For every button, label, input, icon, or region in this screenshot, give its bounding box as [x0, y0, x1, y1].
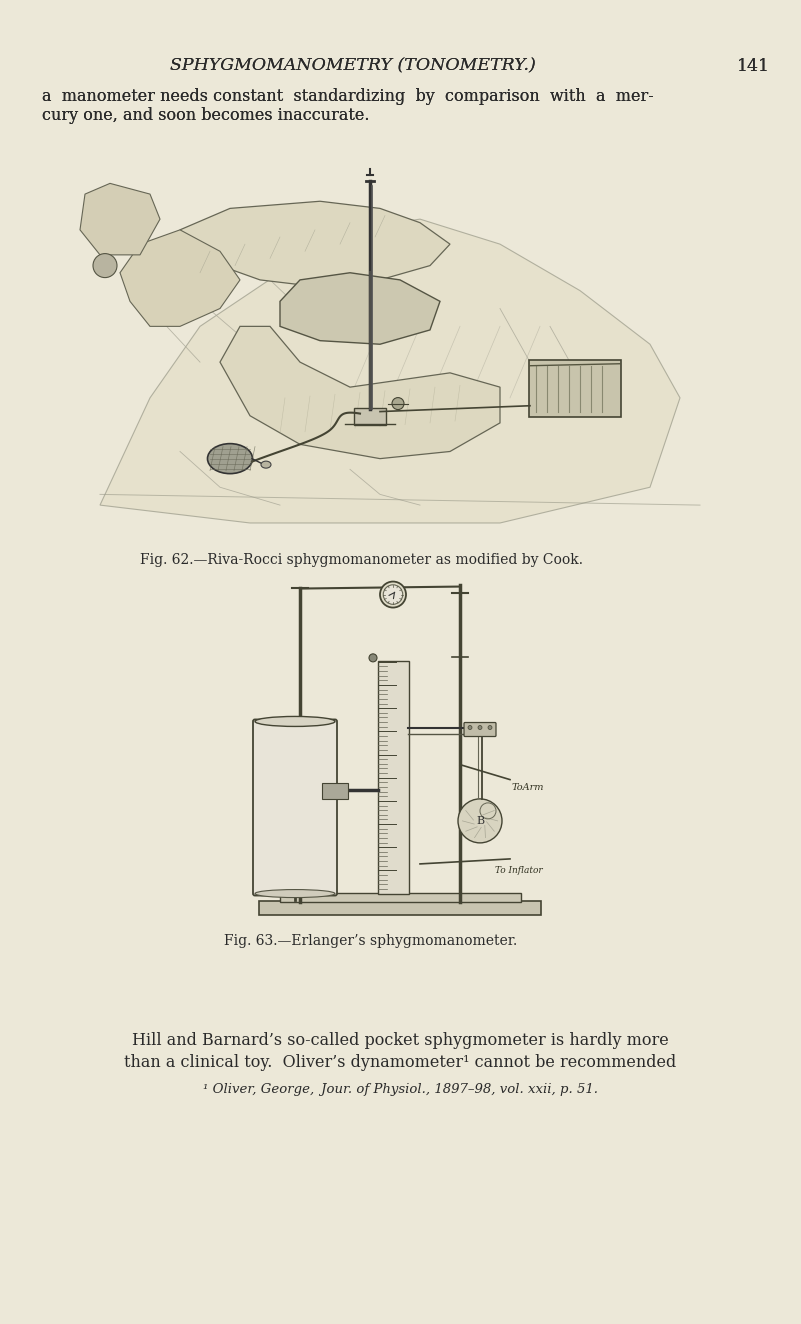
Text: a  manometer needs constant  standardizing  by  comparison  with  a  mer-: a manometer needs constant standardizing…	[42, 87, 654, 105]
Polygon shape	[90, 201, 150, 252]
Circle shape	[458, 798, 502, 843]
FancyBboxPatch shape	[323, 784, 348, 800]
Circle shape	[93, 254, 117, 278]
Text: SPHYGMOMANOMETRY (TONOMETRY.): SPHYGMOMANOMETRY (TONOMETRY.)	[170, 58, 535, 74]
Text: cury one, and soon becomes inaccurate.: cury one, and soon becomes inaccurate.	[42, 107, 369, 124]
Circle shape	[383, 585, 403, 604]
Text: cury one, and soon becomes inaccurate.: cury one, and soon becomes inaccurate.	[42, 107, 369, 124]
Text: SPHYGMOMANOMETRY (TONOMETRY.): SPHYGMOMANOMETRY (TONOMETRY.)	[170, 58, 535, 74]
Ellipse shape	[255, 716, 335, 727]
FancyBboxPatch shape	[464, 723, 496, 736]
FancyBboxPatch shape	[280, 894, 521, 902]
Text: Hill and Barnard’s so-called pocket sphygmometer is hardly more: Hill and Barnard’s so-called pocket sphy…	[132, 1031, 669, 1049]
Text: To Inflator: To Inflator	[495, 866, 542, 875]
FancyBboxPatch shape	[354, 408, 386, 425]
Text: ToArm: ToArm	[512, 782, 545, 792]
FancyBboxPatch shape	[253, 719, 337, 895]
FancyBboxPatch shape	[259, 900, 541, 915]
Text: Fig. 63.—Erlanger’s sphygmomanometer.: Fig. 63.—Erlanger’s sphygmomanometer.	[224, 933, 517, 948]
FancyBboxPatch shape	[529, 360, 621, 417]
Circle shape	[478, 726, 482, 730]
Text: a  manometer needs constant  standardizing  by  comparison  with  a  mer-: a manometer needs constant standardizing…	[42, 87, 654, 105]
Polygon shape	[280, 273, 440, 344]
Text: 141: 141	[736, 58, 770, 74]
Ellipse shape	[255, 890, 335, 898]
Polygon shape	[80, 184, 160, 254]
Circle shape	[392, 397, 404, 409]
Circle shape	[369, 654, 377, 662]
Text: than a clinical toy.  Oliver’s dynamometer¹ cannot be recommended: than a clinical toy. Oliver’s dynamomete…	[124, 1054, 677, 1071]
Polygon shape	[100, 218, 680, 523]
Text: B: B	[476, 816, 484, 826]
Text: 141: 141	[736, 58, 770, 74]
Ellipse shape	[207, 444, 252, 474]
Text: ¹ Oliver, George,  Jour. of Physiol., 1897–98, vol. xxii, p. 51.: ¹ Oliver, George, Jour. of Physiol., 189…	[203, 1083, 598, 1096]
Circle shape	[488, 726, 492, 730]
Circle shape	[380, 581, 406, 608]
Polygon shape	[180, 201, 450, 287]
Polygon shape	[220, 326, 500, 458]
Circle shape	[468, 726, 472, 730]
Ellipse shape	[261, 461, 271, 469]
FancyBboxPatch shape	[377, 662, 409, 894]
Text: Fig. 62.—Riva-Rocci sphygmomanometer as modified by Cook.: Fig. 62.—Riva-Rocci sphygmomanometer as …	[140, 552, 583, 567]
Polygon shape	[120, 230, 240, 326]
